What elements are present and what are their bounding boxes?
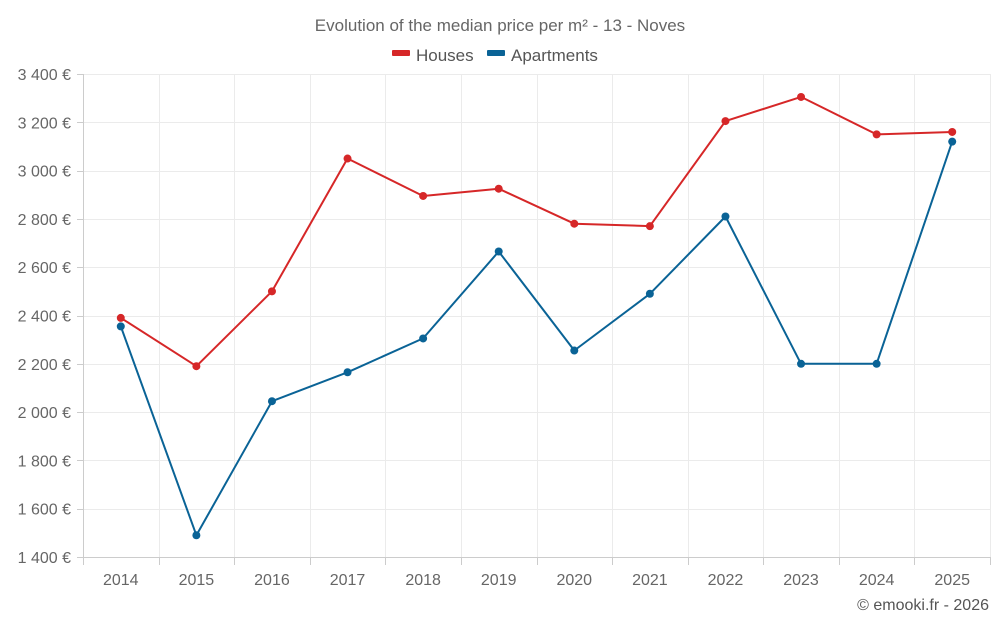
- data-point-houses[interactable]: [494, 184, 503, 193]
- data-point-apartments[interactable]: [872, 359, 881, 368]
- y-axis-labels: 1 400 € 1 600 € 1 800 € 2 000 € 2 200 € 2 400…: [18, 67, 71, 567]
- y-tick-label: 2 000 €: [18, 405, 71, 422]
- legend-item-apartments[interactable]: Apartments: [487, 46, 598, 65]
- data-point-houses[interactable]: [267, 287, 276, 296]
- x-tick-label: 2025: [934, 572, 970, 589]
- series-layer: [116, 92, 957, 540]
- chart-title: Evolution of the median price per m² - 1…: [315, 16, 685, 35]
- x-tick-label: 2019: [481, 572, 517, 589]
- data-point-houses[interactable]: [872, 130, 881, 139]
- data-point-apartments[interactable]: [721, 212, 730, 221]
- data-point-houses[interactable]: [419, 191, 428, 200]
- data-point-houses[interactable]: [343, 154, 352, 163]
- series-line-apartments: [119, 141, 954, 537]
- data-point-houses[interactable]: [116, 313, 125, 322]
- x-tick-label: 2014: [103, 572, 139, 589]
- data-point-apartments[interactable]: [494, 247, 503, 256]
- x-tick-label: 2020: [556, 572, 592, 589]
- credit-text: © emooki.fr - 2026: [857, 597, 989, 614]
- legend-label-houses: Houses: [416, 46, 474, 65]
- data-point-apartments[interactable]: [419, 334, 428, 343]
- axes: [77, 74, 991, 565]
- x-tick-label: 2017: [330, 572, 366, 589]
- data-point-apartments[interactable]: [192, 531, 201, 540]
- series-line-houses: [120, 95, 953, 368]
- data-point-houses[interactable]: [570, 219, 579, 228]
- series-houses: [116, 92, 957, 371]
- x-tick-label: 2022: [708, 572, 744, 589]
- x-tick-label: 2024: [859, 572, 895, 589]
- legend-swatch-houses: [392, 50, 410, 56]
- data-point-apartments[interactable]: [116, 322, 125, 331]
- y-tick-label: 1 600 €: [18, 502, 71, 519]
- y-tick-label: 2 200 €: [18, 357, 71, 374]
- x-tick-label: 2016: [254, 572, 290, 589]
- y-tick-label: 1 800 €: [18, 453, 71, 470]
- data-point-houses[interactable]: [721, 117, 730, 126]
- data-point-apartments[interactable]: [645, 289, 654, 298]
- legend-swatch-apartments: [487, 50, 505, 56]
- y-tick-label: 3 400 €: [18, 67, 71, 84]
- y-tick-label: 3 000 €: [18, 164, 71, 181]
- legend-item-houses[interactable]: Houses: [392, 46, 474, 65]
- data-point-apartments[interactable]: [267, 397, 276, 406]
- data-point-apartments[interactable]: [797, 359, 806, 368]
- y-tick-label: 1 400 €: [18, 550, 71, 567]
- y-tick-label: 3 200 €: [18, 115, 71, 132]
- data-point-houses[interactable]: [797, 92, 806, 101]
- x-tick-label: 2018: [405, 572, 441, 589]
- data-point-houses[interactable]: [948, 127, 957, 136]
- legend: Houses Apartments: [392, 46, 598, 65]
- y-tick-label: 2 600 €: [18, 260, 71, 277]
- x-tick-label: 2021: [632, 572, 668, 589]
- data-point-apartments[interactable]: [570, 346, 579, 355]
- data-point-apartments[interactable]: [343, 368, 352, 377]
- data-point-apartments[interactable]: [948, 137, 957, 146]
- y-tick-label: 2 400 €: [18, 309, 71, 326]
- legend-label-apartments: Apartments: [511, 46, 598, 65]
- data-point-houses[interactable]: [192, 362, 201, 371]
- grid: [83, 74, 991, 558]
- y-tick-label: 2 800 €: [18, 212, 71, 229]
- x-axis-labels: 2014 2015 2016 2017 2018 2019 2020 2021 2022 2023…: [103, 572, 970, 589]
- data-point-houses[interactable]: [645, 222, 654, 231]
- series-apartments: [116, 137, 957, 540]
- x-tick-label: 2015: [179, 572, 215, 589]
- x-tick-label: 2023: [783, 572, 819, 589]
